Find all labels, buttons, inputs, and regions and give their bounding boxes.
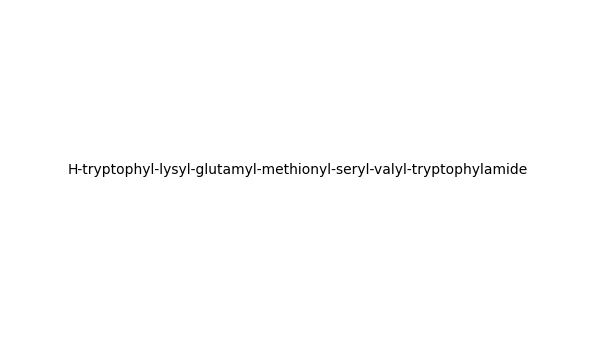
Text: H-tryptophyl-lysyl-glutamyl-methionyl-seryl-valyl-tryptophylamide: H-tryptophyl-lysyl-glutamyl-methionyl-se… [67, 163, 528, 177]
